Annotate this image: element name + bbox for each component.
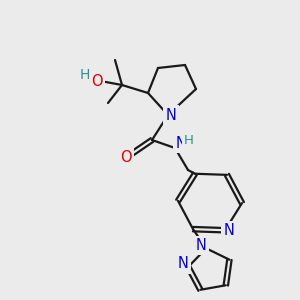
Text: N: N (178, 256, 189, 272)
Text: H: H (80, 68, 90, 82)
Text: N: N (224, 223, 235, 238)
Text: N: N (196, 238, 207, 253)
Text: O: O (91, 74, 103, 89)
Text: N: N (166, 107, 176, 122)
Text: O: O (120, 149, 132, 164)
Text: N: N (176, 136, 186, 151)
Text: H: H (184, 134, 194, 146)
